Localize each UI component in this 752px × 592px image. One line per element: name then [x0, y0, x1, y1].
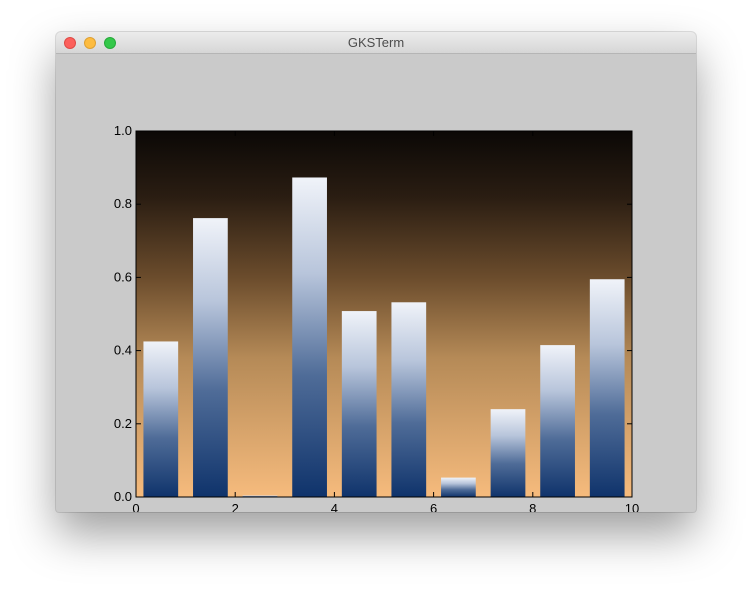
y-tick-label: 0.6	[114, 269, 132, 284]
bar-series	[143, 177, 625, 497]
window-title: GKSTerm	[347, 35, 405, 50]
x-tick-label: 10	[625, 501, 639, 512]
y-tick-label: 0.4	[114, 343, 132, 358]
x-tick-label: 2	[232, 501, 239, 512]
bar	[341, 311, 377, 497]
bar	[391, 302, 427, 497]
minimize-window-button[interactable]	[84, 37, 96, 49]
x-tick-label: 4	[331, 501, 338, 512]
bar	[441, 477, 476, 497]
y-tick-label: 0.0	[114, 489, 132, 504]
axes: 0.0 0.2 0.4 0.6 0.8 1.0 0 2 4 6 8 10	[114, 123, 639, 512]
bar	[143, 341, 179, 497]
x-tick-label: 8	[529, 501, 536, 512]
y-tick-label: 1.0	[114, 123, 132, 138]
gksterm-window: GKSTerm 0.0 0.2 0.4 0.6	[56, 32, 696, 512]
bar	[242, 495, 278, 497]
bar	[589, 279, 625, 497]
bar-chart: 0.0 0.2 0.4 0.6 0.8 1.0 0 2 4 6 8 10	[114, 123, 639, 512]
zoom-window-button[interactable]	[104, 37, 116, 49]
x-tick-label: 6	[430, 501, 437, 512]
close-window-button[interactable]	[64, 37, 76, 49]
bar	[490, 409, 526, 497]
y-tick-label: 0.2	[114, 416, 132, 431]
window-titlebar[interactable]: GKSTerm	[56, 32, 696, 54]
bar	[193, 218, 228, 497]
y-tick-label: 0.8	[114, 196, 132, 211]
plot-area: 0.0 0.2 0.4 0.6 0.8 1.0 0 2 4 6 8 10	[56, 54, 696, 512]
bar	[292, 177, 327, 497]
bar	[540, 345, 575, 497]
axes-frame	[135, 130, 633, 498]
x-tick-label: 0	[132, 501, 139, 512]
